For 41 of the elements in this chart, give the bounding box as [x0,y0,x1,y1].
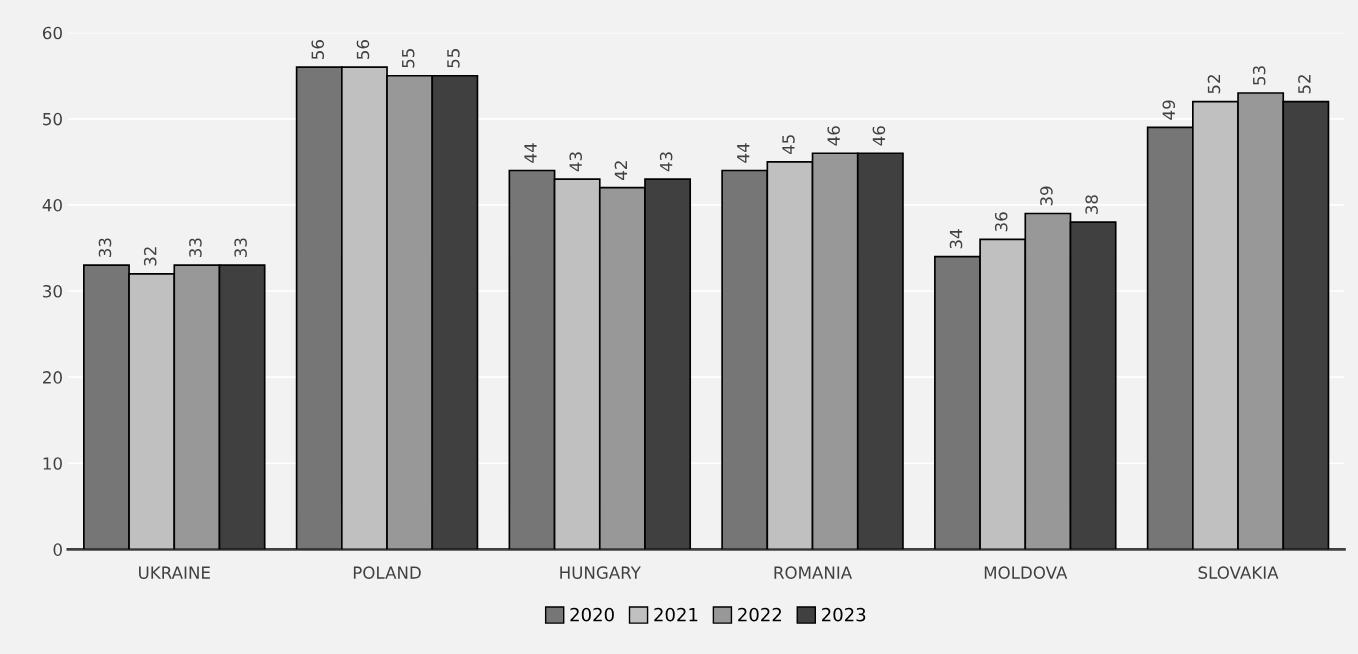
data-label: 32 [143,247,157,266]
data-label: 56 [311,40,325,59]
data-label: 52 [1207,75,1221,94]
x-tick-label: POLAND [353,566,421,579]
x-tick-label: MOLDOVA [984,566,1068,579]
data-label: 36 [994,212,1008,232]
data-label: 55 [402,49,415,68]
data-label: 45 [782,135,795,155]
data-label: 38 [1085,195,1098,214]
y-tick-label: 40 [42,198,62,212]
data-label: 44 [737,143,750,163]
data-label: 33 [189,238,202,257]
y-tick-label: 50 [43,112,62,126]
legend-label: 2023 [822,607,866,622]
y-tick-label: 30 [43,284,62,298]
data-label: 46 [872,126,886,146]
data-label: 33 [234,238,247,257]
y-tick-label: 60 [42,26,62,40]
x-tick-label: UKRAINE [139,566,210,579]
data-label: 52 [1298,75,1311,94]
data-label: 44 [524,143,537,163]
data-label: 34 [949,229,963,249]
data-label: 46 [827,126,840,146]
x-tick-label: SLOVAKIA [1198,566,1279,579]
y-tick-label: 10 [43,457,62,470]
data-label: 42 [614,161,627,180]
data-label: 39 [1040,186,1053,206]
x-tick-label: ROMANIA [774,566,853,579]
data-label: 56 [356,40,370,59]
data-label: 43 [659,152,673,172]
legend-label: 2022 [738,607,781,622]
legend-label: 2020 [570,607,614,622]
data-label: 49 [1162,100,1176,120]
data-label: 43 [569,152,583,172]
data-label: 55 [447,49,460,68]
y-tick-label: 20 [43,371,62,384]
data-label: 53 [1252,66,1266,85]
x-tick-label: HUNGARY [560,566,641,579]
legend-label: 2021 [654,607,698,622]
data-label: 33 [98,238,112,257]
y-tick-label: 0 [53,543,62,556]
